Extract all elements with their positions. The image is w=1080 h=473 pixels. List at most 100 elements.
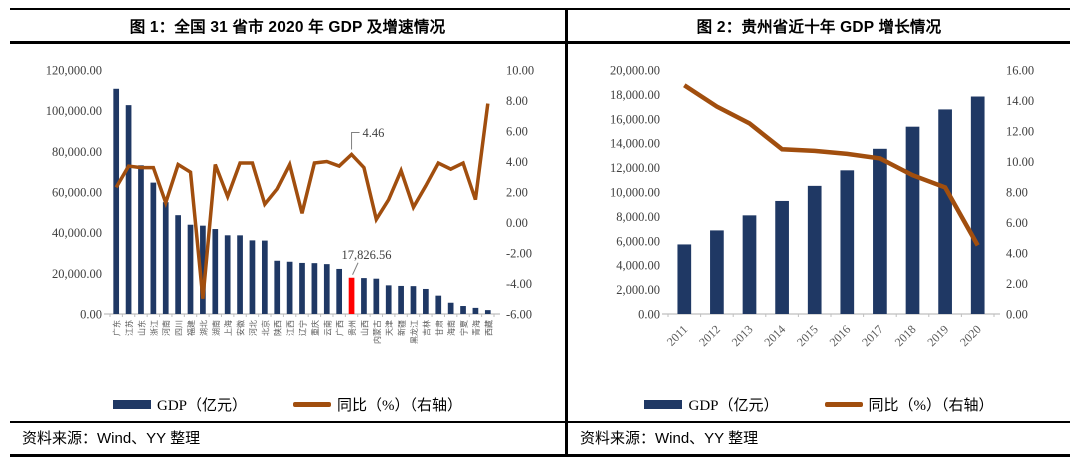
svg-text:甘肃: 甘肃	[434, 320, 444, 336]
svg-text:4.00: 4.00	[506, 155, 528, 169]
gdp-bar-swatch	[112, 400, 151, 409]
svg-text:2019: 2019	[924, 322, 951, 349]
svg-text:福建: 福建	[186, 320, 196, 336]
svg-text:2011: 2011	[664, 322, 691, 349]
svg-text:0.00: 0.00	[1006, 308, 1028, 322]
svg-text:云南: 云南	[322, 320, 332, 336]
svg-text:2016: 2016	[827, 322, 854, 349]
svg-text:2020: 2020	[957, 322, 984, 349]
svg-text:18,000.00: 18,000.00	[610, 88, 660, 102]
svg-text:0.00: 0.00	[638, 308, 660, 322]
svg-text:0.00: 0.00	[80, 308, 102, 322]
svg-text:2015: 2015	[794, 322, 821, 349]
svg-text:江西: 江西	[286, 320, 295, 336]
svg-text:广西: 广西	[335, 320, 345, 336]
svg-text:西藏: 西藏	[483, 320, 493, 336]
svg-text:2.00: 2.00	[1006, 277, 1028, 291]
svg-text:2.00: 2.00	[506, 186, 528, 200]
svg-text:12,000.00: 12,000.00	[610, 161, 660, 175]
yoy-legend-label: 同比（%）（右轴）	[337, 398, 462, 414]
svg-text:17,826.56: 17,826.56	[342, 248, 392, 262]
svg-text:6,000.00: 6,000.00	[616, 234, 660, 248]
gdp-legend-label: GDP（亿元）	[688, 398, 779, 414]
svg-text:20,000.00: 20,000.00	[610, 64, 660, 78]
figure1-panel: 0.00 20,000.00 40,000.00 60,000.00 80,000.00…	[10, 44, 568, 421]
svg-text:10.00: 10.00	[1006, 155, 1034, 169]
figure2-source: 资料来源：Wind、YY 整理	[580, 430, 759, 447]
svg-text:贵州: 贵州	[347, 320, 357, 336]
figure1-legend: GDP（亿元） 同比（%）（右轴）	[10, 394, 565, 415]
figure2-legend: GDP（亿元） 同比（%）（右轴）	[568, 394, 1070, 415]
svg-text:-4.00: -4.00	[506, 277, 532, 291]
svg-text:上海: 上海	[223, 320, 233, 336]
svg-text:浙江: 浙江	[149, 320, 159, 336]
svg-text:0.00: 0.00	[506, 216, 528, 230]
svg-text:6.00: 6.00	[1006, 216, 1028, 230]
svg-text:16,000.00: 16,000.00	[610, 112, 660, 126]
svg-text:陕西: 陕西	[273, 320, 283, 336]
svg-text:2,000.00: 2,000.00	[616, 283, 660, 297]
gdp-bar-swatch	[644, 400, 683, 409]
svg-text:8.00: 8.00	[1006, 186, 1028, 200]
gdp-legend-label: GDP（亿元）	[156, 398, 247, 414]
svg-text:广东: 广东	[112, 320, 122, 336]
chart-row: 0.00 20,000.00 40,000.00 60,000.00 80,000.00…	[10, 44, 1070, 421]
figure1-title: 图 1：全国 31 省市 2020 年 GDP 及增速情况	[10, 10, 568, 41]
svg-text:10,000.00: 10,000.00	[610, 186, 660, 200]
svg-text:安徽: 安徽	[236, 320, 246, 336]
svg-text:2012: 2012	[696, 322, 723, 349]
yoy-line-swatch	[824, 402, 863, 407]
svg-text:重庆: 重庆	[310, 320, 320, 336]
legend-item-yoy: 同比（%）（右轴）	[824, 394, 994, 415]
figure2-panel: 0.00 2,000.00 4,000.00 6,000.00 8,000.00 10,0…	[568, 44, 1070, 421]
svg-text:2014: 2014	[761, 322, 788, 349]
yoy-line-swatch	[293, 402, 331, 407]
yoy-legend-label: 同比（%）（右轴）	[868, 398, 994, 414]
svg-text:8.00: 8.00	[506, 94, 528, 108]
svg-text:6.00: 6.00	[506, 125, 528, 139]
source-row: 资料来源：Wind、YY 整理 资料来源：Wind、YY 整理	[10, 421, 1070, 457]
svg-text:山东: 山东	[136, 320, 146, 336]
svg-text:20,000.00: 20,000.00	[52, 267, 102, 281]
svg-text:内蒙古: 内蒙古	[372, 320, 382, 344]
svg-text:宁夏: 宁夏	[459, 320, 469, 336]
svg-text:12.00: 12.00	[1006, 125, 1034, 139]
svg-text:100,000.00: 100,000.00	[46, 104, 102, 118]
svg-text:河北: 河北	[248, 320, 258, 336]
svg-text:天津: 天津	[384, 320, 394, 336]
legend-item-gdp: GDP（亿元）	[644, 394, 779, 415]
svg-text:河南: 河南	[161, 320, 171, 336]
legend-item-gdp: GDP（亿元）	[112, 394, 247, 415]
svg-text:海南: 海南	[446, 320, 456, 336]
svg-text:4,000.00: 4,000.00	[616, 259, 660, 273]
svg-text:黑龙江: 黑龙江	[409, 320, 419, 344]
svg-text:新疆: 新疆	[397, 320, 407, 336]
figure2-title: 图 2：贵州省近十年 GDP 增长情况	[696, 18, 942, 36]
svg-text:80,000.00: 80,000.00	[52, 145, 102, 159]
svg-text:2013: 2013	[729, 322, 756, 349]
svg-text:-6.00: -6.00	[506, 308, 532, 322]
svg-text:16.00: 16.00	[1006, 64, 1034, 78]
svg-text:山西: 山西	[359, 320, 369, 336]
svg-text:湖南: 湖南	[211, 320, 221, 336]
svg-text:辽宁: 辽宁	[298, 320, 308, 336]
title-row: 图 1：全国 31 省市 2020 年 GDP 及增速情况 图 2：贵州省近十年…	[10, 8, 1070, 44]
svg-text:60,000.00: 60,000.00	[52, 186, 102, 200]
svg-text:10.00: 10.00	[506, 64, 534, 78]
legend-item-yoy: 同比（%）（右轴）	[293, 394, 462, 415]
svg-text:吉林: 吉林	[421, 320, 431, 336]
figure1-source: 资料来源：Wind、YY 整理	[10, 423, 568, 454]
svg-text:青海: 青海	[471, 320, 481, 336]
svg-text:14.00: 14.00	[1006, 94, 1034, 108]
svg-text:14,000.00: 14,000.00	[610, 137, 660, 151]
svg-text:江苏: 江苏	[124, 320, 134, 336]
svg-text:40,000.00: 40,000.00	[52, 226, 102, 240]
figure-table: 图 1：全国 31 省市 2020 年 GDP 及增速情况 图 2：贵州省近十年…	[10, 8, 1070, 457]
guizhou-gdp-decade-chart: 0.00 2,000.00 4,000.00 6,000.00 8,000.00 10,0…	[610, 64, 1034, 350]
svg-text:北京: 北京	[260, 320, 270, 336]
svg-text:2017: 2017	[859, 322, 886, 349]
svg-text:2018: 2018	[892, 322, 919, 349]
svg-text:湖北: 湖北	[199, 320, 208, 336]
svg-text:8,000.00: 8,000.00	[616, 210, 660, 224]
gdp-by-province-chart: 0.00 20,000.00 40,000.00 60,000.00 80,000.00…	[46, 64, 534, 345]
